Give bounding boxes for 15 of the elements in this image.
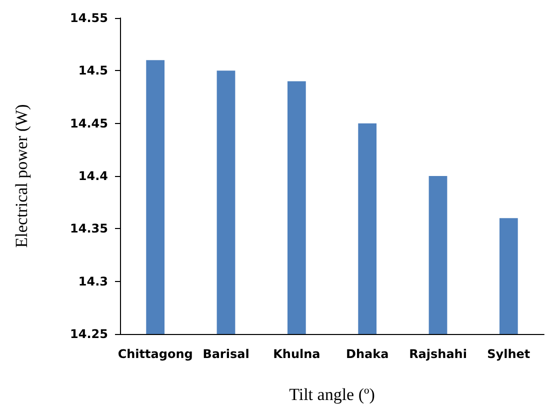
x-axis-title: Tilt angle (º)	[289, 385, 375, 404]
y-tick-label: 14.55	[70, 11, 108, 25]
y-tick-label: 14.35	[70, 222, 108, 236]
y-tick-label: 14.45	[70, 116, 108, 130]
x-tick-label: Dhaka	[346, 347, 389, 361]
x-tick-label: Chittagong	[118, 347, 193, 361]
x-tick-label: Sylhet	[487, 347, 530, 361]
y-tick-label: 14.3	[78, 274, 108, 288]
y-tick-label: 14.4	[78, 169, 108, 183]
x-tick-label: Rajshahi	[409, 347, 467, 361]
y-axis-title: Electrical power (W)	[12, 104, 31, 248]
y-tick-label: 14.25	[70, 327, 108, 341]
x-tick-label: Khulna	[273, 347, 320, 361]
x-tick-label: Barisal	[202, 347, 250, 361]
y-tick-label: 14.5	[78, 64, 108, 78]
